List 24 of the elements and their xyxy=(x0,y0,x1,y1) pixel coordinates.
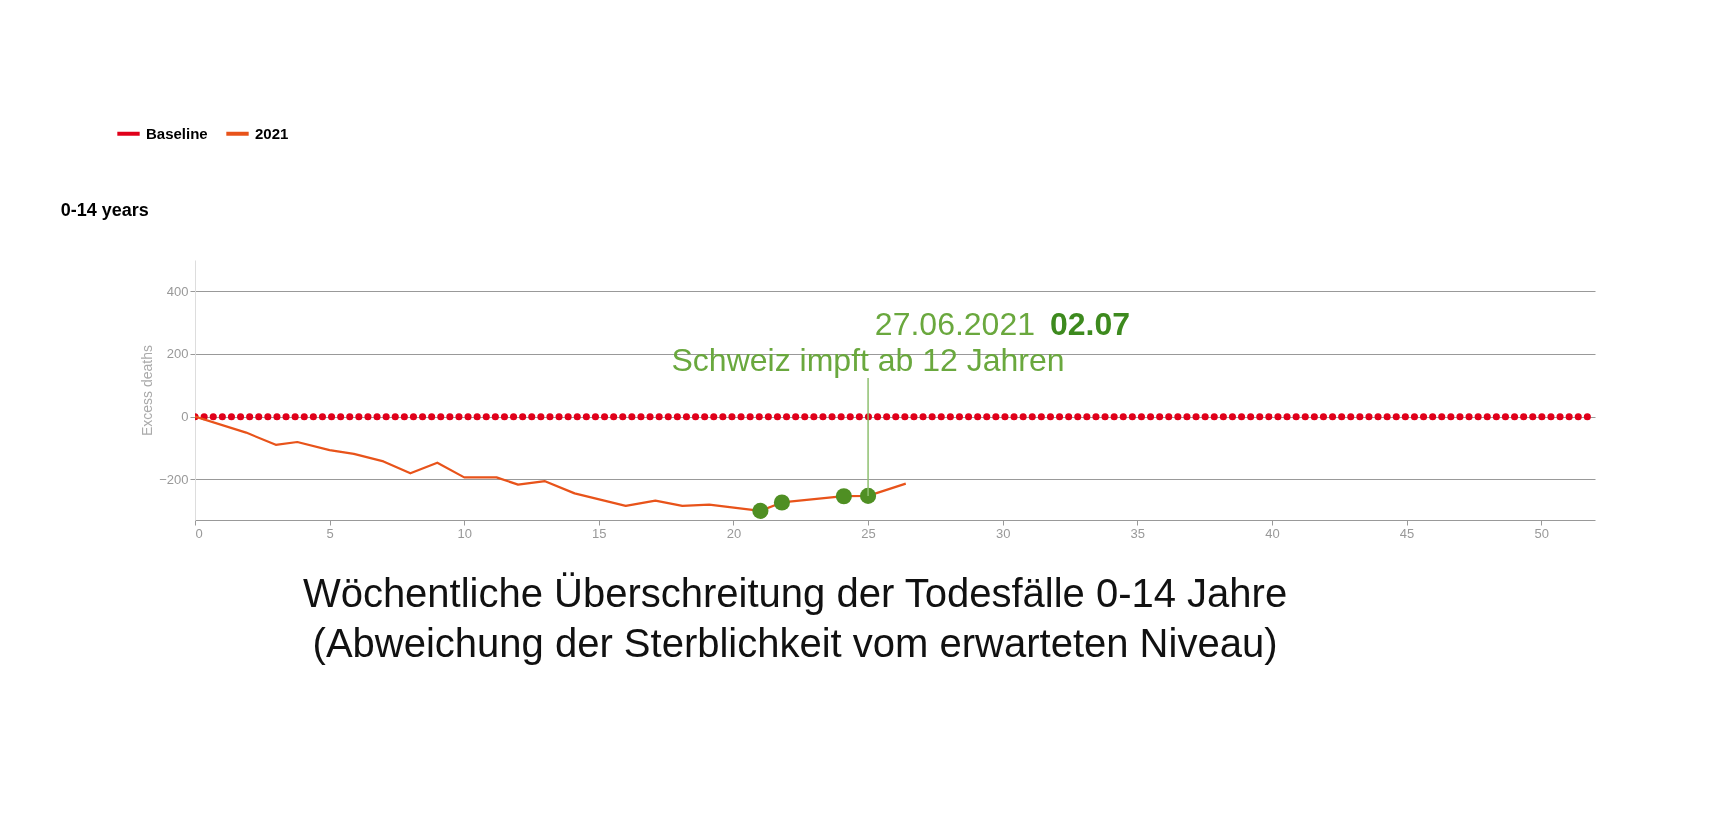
text: Wöchentliche Überschreitung der Todesfälle 0-14 Jahre xyxy=(302,571,1288,615)
y-tick-label: 0 xyxy=(181,409,189,425)
legend-label: Baseline xyxy=(146,124,208,142)
x-tick-label: 25 xyxy=(861,525,876,541)
chart-title: 0-14 years xyxy=(60,200,149,220)
x-tick-label: 40 xyxy=(1265,525,1280,541)
x-tick-label: 50 xyxy=(1534,525,1549,541)
y-tick-label: −200 xyxy=(159,471,189,487)
y-axis-title: Excess deaths xyxy=(139,344,156,437)
x-tick-label: 35 xyxy=(1130,525,1146,541)
annotation: 27.06.2021 xyxy=(874,306,1035,342)
x-tick-label: 0 xyxy=(195,525,203,541)
annotation: Schweiz impft ab 12 Jahren xyxy=(671,342,1065,378)
x-tick-label: 20 xyxy=(726,525,742,541)
x-tick-label: 15 xyxy=(592,525,607,541)
x-tick-label: 45 xyxy=(1399,525,1415,541)
text: (Abweichung der Sterblichkeit vom erwarteten Niveau) xyxy=(312,621,1278,665)
legend-label: 2021 xyxy=(255,124,289,142)
x-tick-label: 30 xyxy=(995,525,1011,541)
y-tick-label: 400 xyxy=(166,283,189,299)
x-tick-label: 10 xyxy=(457,525,472,541)
annotation: 02.07 xyxy=(1050,306,1131,342)
y-tick-label: 200 xyxy=(166,346,189,362)
x-tick-label: 5 xyxy=(326,525,334,541)
